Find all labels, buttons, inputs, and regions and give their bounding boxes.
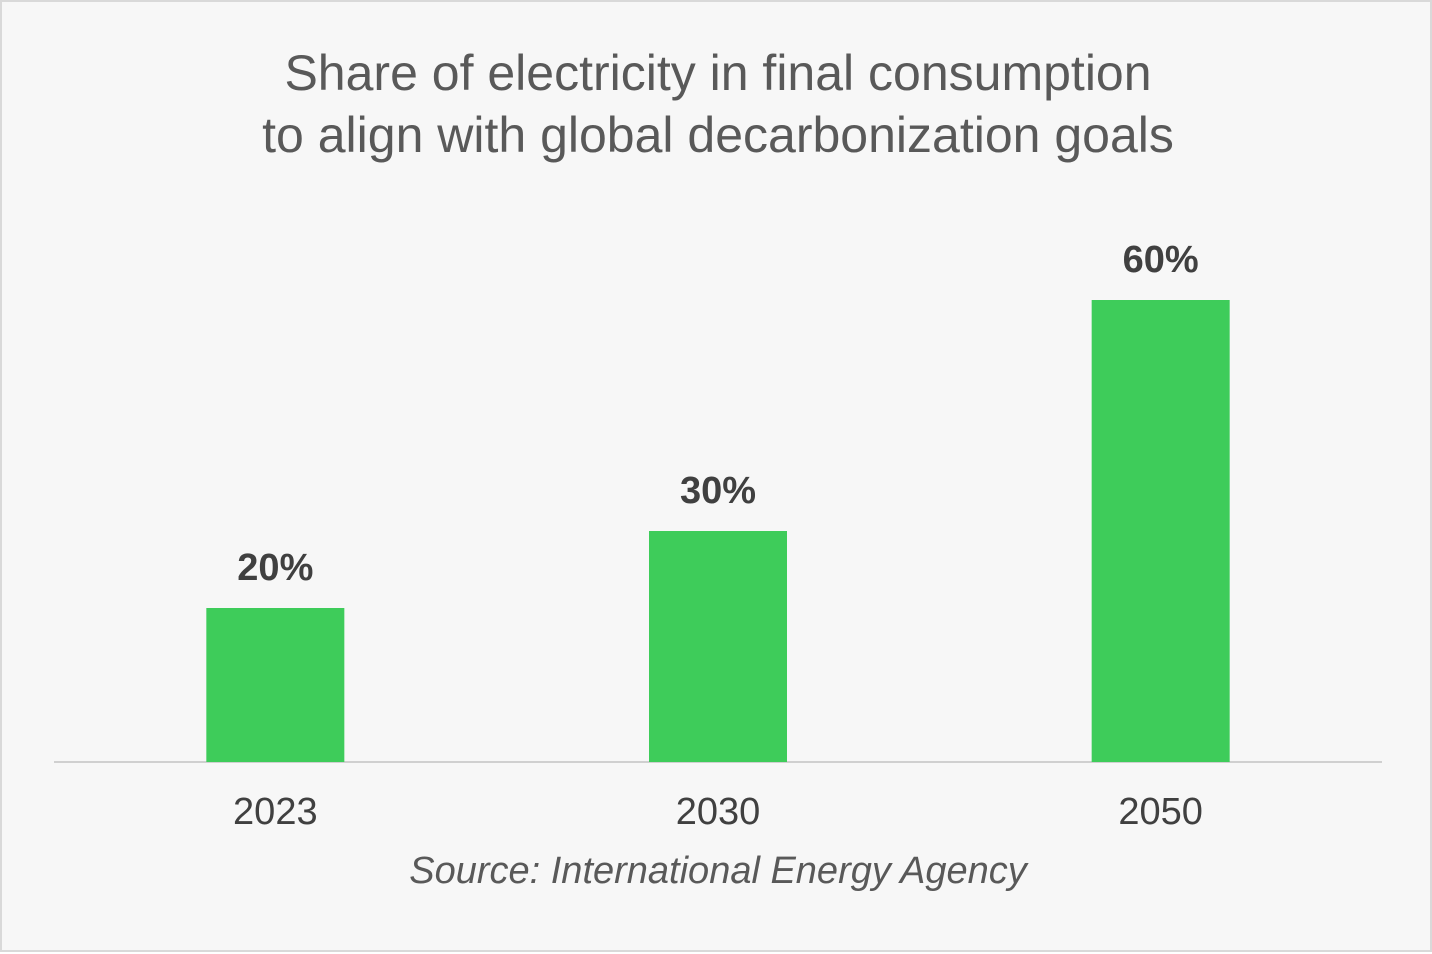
chart-title-line-1: Share of electricity in final consumptio…: [284, 45, 1152, 101]
x-tick-label-2023: 2023: [233, 791, 318, 833]
x-tick-label-2030: 2030: [676, 791, 761, 833]
chart-title: Share of electricity in final consumptio…: [2, 42, 1432, 166]
data-label-2023: 20%: [237, 547, 313, 589]
x-tick-label-2050: 2050: [1118, 791, 1203, 833]
chart-source: Source: International Energy Agency: [409, 850, 1027, 892]
bar-2023: [206, 608, 345, 762]
chart-title-line-2: to align with global decarbonization goa…: [262, 107, 1174, 163]
bar-2050: [1091, 300, 1230, 762]
data-label-2030: 30%: [680, 470, 756, 512]
bar-2030: [649, 531, 787, 762]
data-label-2050: 60%: [1123, 239, 1199, 281]
